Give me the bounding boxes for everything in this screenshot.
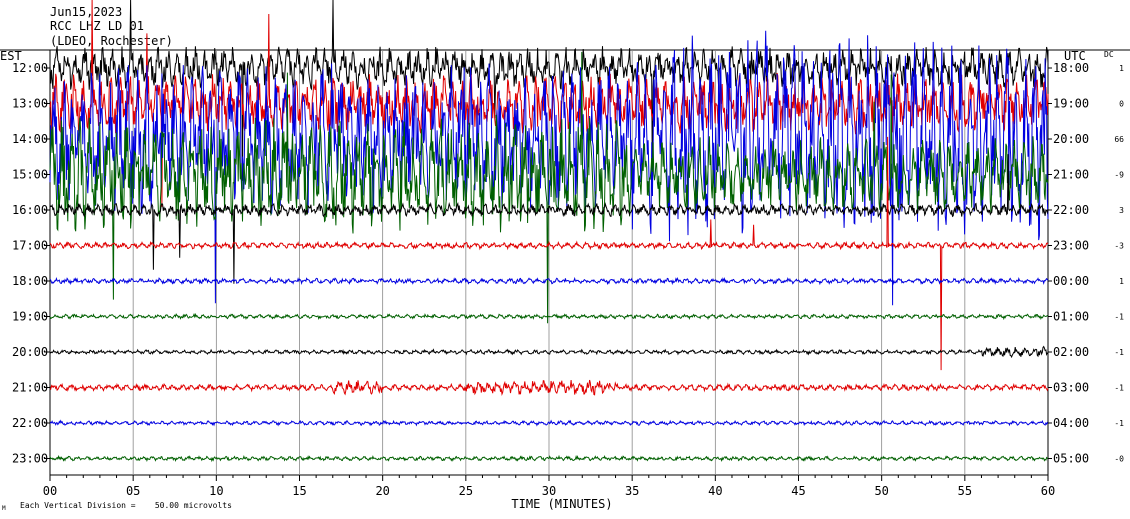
x-tick-label: 30	[542, 484, 556, 498]
est-hour-label: 22:00	[12, 416, 48, 430]
est-hour-label: 15:00	[12, 168, 48, 182]
seismic-trace	[49, 454, 1049, 463]
x-tick-label: 60	[1041, 484, 1055, 498]
utc-hour-label: 23:00	[1053, 239, 1089, 253]
seismic-trace	[49, 312, 1049, 321]
seismic-trace	[49, 154, 1049, 284]
x-axis-label: TIME (MINUTES)	[511, 497, 612, 511]
dc-offset-label: 0	[1119, 100, 1124, 109]
seismic-trace	[49, 51, 1049, 324]
station-code: RCC LHZ LD 01	[50, 19, 144, 33]
dc-offset-label: -1	[1114, 313, 1124, 322]
utc-hour-label: 20:00	[1053, 132, 1089, 146]
seismic-trace	[49, 276, 1049, 286]
dc-offset-label: -1	[1114, 419, 1124, 428]
utc-hour-label: 01:00	[1053, 310, 1089, 324]
scale-note: Each Vertical Division = 50.00 microvolt…	[20, 501, 232, 510]
est-hour-label: 17:00	[12, 239, 48, 253]
est-hour-label: 20:00	[12, 345, 48, 359]
est-axis-label: EST	[0, 49, 22, 63]
x-tick-label: 40	[708, 484, 722, 498]
utc-hour-label: 00:00	[1053, 274, 1089, 288]
seismic-trace	[49, 0, 1049, 196]
x-tick-label: 10	[209, 484, 223, 498]
x-tick-label: 05	[126, 484, 140, 498]
dc-offset-label: -1	[1114, 384, 1124, 393]
est-hour-label: 21:00	[12, 381, 48, 395]
seismic-trace	[49, 419, 1049, 427]
dc-offset-label: 1	[1119, 277, 1124, 286]
est-hour-label: 16:00	[12, 203, 48, 217]
dc-offset-label: 3	[1119, 206, 1124, 215]
utc-axis-label: UTC	[1064, 49, 1086, 63]
trace-layer	[49, 0, 1049, 463]
utc-hour-label: 03:00	[1053, 381, 1089, 395]
est-hour-label: 12:00	[12, 61, 48, 75]
seismic-trace	[49, 136, 1049, 371]
dc-offset-label: -0	[1114, 455, 1124, 464]
utc-hour-label: 18:00	[1053, 61, 1089, 75]
x-tick-layer: 00 05 10 15 20 25 30 35 40 45 50 55 60	[43, 475, 1055, 498]
dc-column-label: DC	[1104, 50, 1114, 59]
seismic-trace	[49, 0, 1049, 207]
utc-hour-label: 22:00	[1053, 203, 1089, 217]
est-hour-label: 23:00	[12, 452, 48, 466]
x-tick-label: 25	[459, 484, 473, 498]
seismic-trace	[49, 379, 1049, 396]
dc-offset-label: 66	[1114, 135, 1124, 144]
dc-offset-label: -1	[1114, 348, 1124, 357]
dc-offset-label: -3	[1114, 242, 1124, 251]
x-tick-label: 55	[958, 484, 972, 498]
x-tick-label: 15	[292, 484, 306, 498]
utc-hour-label: 04:00	[1053, 416, 1089, 430]
utc-hour-label: 21:00	[1053, 168, 1089, 182]
utc-hour-label: 05:00	[1053, 452, 1089, 466]
est-hour-label: 18:00	[12, 274, 48, 288]
scale-note-marker-icon: M	[2, 505, 6, 512]
station-location: (LDEO, Rochester)	[50, 34, 173, 48]
est-hour-label: 19:00	[12, 310, 48, 324]
chart-date: Jun15,2023	[50, 5, 122, 19]
utc-hour-label: 02:00	[1053, 345, 1089, 359]
dc-offset-label: -9	[1114, 171, 1124, 180]
row-label-layer: 12:00 18:00 1 13:00 19:00 0 14:00 20:00 66 15:00 2…	[12, 61, 1124, 466]
x-tick-label: 45	[791, 484, 805, 498]
seismic-trace	[49, 345, 1049, 359]
x-tick-label: 50	[874, 484, 888, 498]
x-tick-label: 35	[625, 484, 639, 498]
est-hour-label: 13:00	[12, 97, 48, 111]
x-tick-label: 00	[43, 484, 57, 498]
x-tick-label: 20	[375, 484, 389, 498]
est-hour-label: 14:00	[12, 132, 48, 146]
utc-hour-label: 19:00	[1053, 97, 1089, 111]
dc-offset-label: 1	[1119, 64, 1124, 73]
